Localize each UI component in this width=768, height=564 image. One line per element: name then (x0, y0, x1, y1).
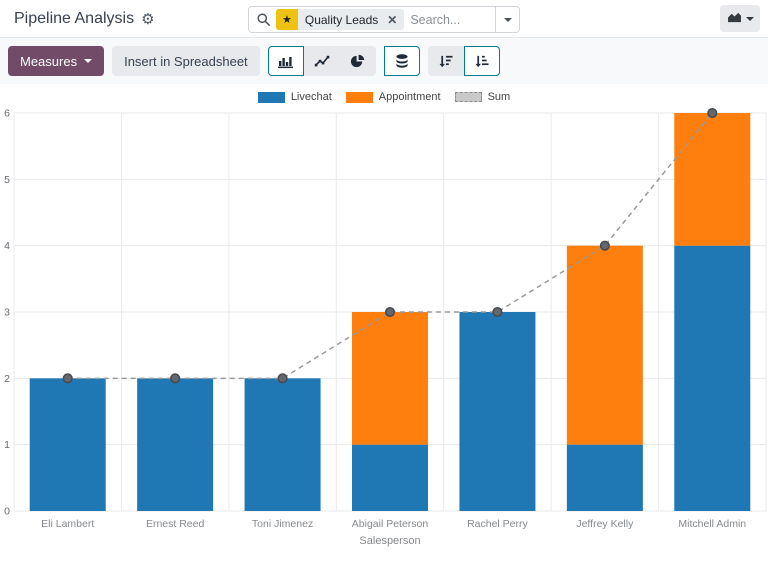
chevron-down-icon (504, 18, 512, 22)
facet-remove-icon[interactable]: ✕ (385, 9, 404, 30)
sum-point[interactable] (386, 308, 395, 317)
y-tick-label: 5 (4, 174, 10, 186)
facet-label: Quality Leads (298, 9, 385, 30)
bar-segment-livechat[interactable] (30, 378, 106, 511)
chevron-down-icon (84, 59, 92, 63)
sum-point[interactable] (63, 374, 72, 383)
area-chart-icon (727, 11, 742, 26)
bar-segment-livechat[interactable] (352, 445, 428, 511)
legend-item-appointment[interactable]: Appointment (346, 91, 441, 103)
bar-segment-livechat[interactable] (567, 445, 643, 511)
legend-swatch (258, 92, 285, 103)
chevron-down-icon (746, 17, 754, 21)
sort-ascending-icon (474, 54, 489, 69)
y-tick-label: 0 (4, 506, 10, 518)
sum-point[interactable] (601, 241, 610, 250)
page-title: Pipeline Analysis (14, 10, 134, 28)
bar-chart-button[interactable] (268, 46, 304, 76)
search-bar[interactable]: ★ Quality Leads ✕ (248, 6, 520, 33)
sort-group (428, 46, 500, 76)
legend-label: Sum (488, 91, 511, 103)
stacked-toggle-button[interactable] (384, 46, 420, 76)
sort-descending-button[interactable] (428, 46, 464, 76)
y-tick-label: 1 (4, 439, 10, 451)
stacked-group (384, 46, 420, 76)
stacked-icon (395, 54, 409, 69)
bar-segment-livechat[interactable] (137, 378, 213, 511)
y-tick-label: 2 (4, 373, 10, 385)
bar-segment-appointment[interactable] (567, 246, 643, 445)
sum-point[interactable] (171, 374, 180, 383)
search-dropdown-toggle[interactable] (495, 7, 519, 32)
sort-ascending-button[interactable] (464, 46, 500, 76)
stacked-bar-chart: 0 1 2 3 4 5 6 Eli Lambert Ernest Reed Toni Jimene… (0, 84, 768, 564)
sum-point[interactable] (708, 109, 717, 118)
bar-segment-appointment[interactable] (674, 113, 750, 246)
line-chart-button[interactable] (304, 46, 340, 76)
search-facet[interactable]: ★ Quality Leads ✕ (276, 9, 404, 30)
legend-swatch (346, 92, 373, 103)
line-chart-icon (314, 54, 330, 68)
sort-descending-icon (438, 54, 453, 69)
pie-chart-icon (350, 54, 365, 69)
sum-point[interactable] (493, 308, 502, 317)
measures-label: Measures (20, 54, 77, 69)
y-tick-label: 6 (4, 108, 10, 120)
x-category-label: Eli Lambert (41, 518, 94, 530)
graph-view-switch-button[interactable] (720, 5, 760, 32)
x-category-label: Jeffrey Kelly (576, 518, 634, 530)
pipeline-analysis-chart: Livechat Appointment Sum 0 1 2 3 4 5 6 Eli Lamber… (0, 84, 768, 564)
graph-toolbar: Measures Insert in Spreadsheet (0, 38, 768, 84)
measures-button[interactable]: Measures (8, 46, 104, 76)
bar-chart-icon (277, 54, 294, 69)
bar-segment-livechat[interactable] (245, 378, 321, 511)
insert-in-spreadsheet-button[interactable]: Insert in Spreadsheet (112, 46, 260, 76)
top-header: Pipeline Analysis ⚙ ★ Quality Leads ✕ (0, 0, 768, 38)
y-tick-label: 4 (4, 240, 10, 252)
legend-item-livechat[interactable]: Livechat (258, 91, 332, 103)
bar-segment-appointment[interactable] (352, 312, 428, 445)
chart-type-group (268, 46, 376, 76)
search-icon (249, 13, 276, 26)
chart-legend: Livechat Appointment Sum (0, 91, 768, 103)
legend-item-sum[interactable]: Sum (455, 91, 511, 103)
x-category-label: Toni Jimenez (252, 518, 313, 530)
x-axis-title: Salesperson (359, 535, 420, 547)
sum-point[interactable] (278, 374, 287, 383)
legend-swatch (455, 92, 482, 102)
y-tick-label: 3 (4, 307, 10, 319)
pie-chart-button[interactable] (340, 46, 376, 76)
x-category-label: Ernest Reed (146, 518, 205, 530)
bar-segment-livechat[interactable] (674, 246, 750, 511)
search-input[interactable] (404, 13, 495, 27)
legend-label: Livechat (291, 91, 332, 103)
x-category-label: Rachel Perry (467, 518, 528, 530)
legend-label: Appointment (379, 91, 441, 103)
x-category-label: Abigail Peterson (352, 518, 429, 530)
gear-icon[interactable]: ⚙ (141, 12, 154, 27)
x-category-label: Mitchell Admin (678, 518, 746, 530)
bar-segment-livechat[interactable] (459, 312, 535, 511)
favorite-star-icon: ★ (276, 9, 298, 30)
